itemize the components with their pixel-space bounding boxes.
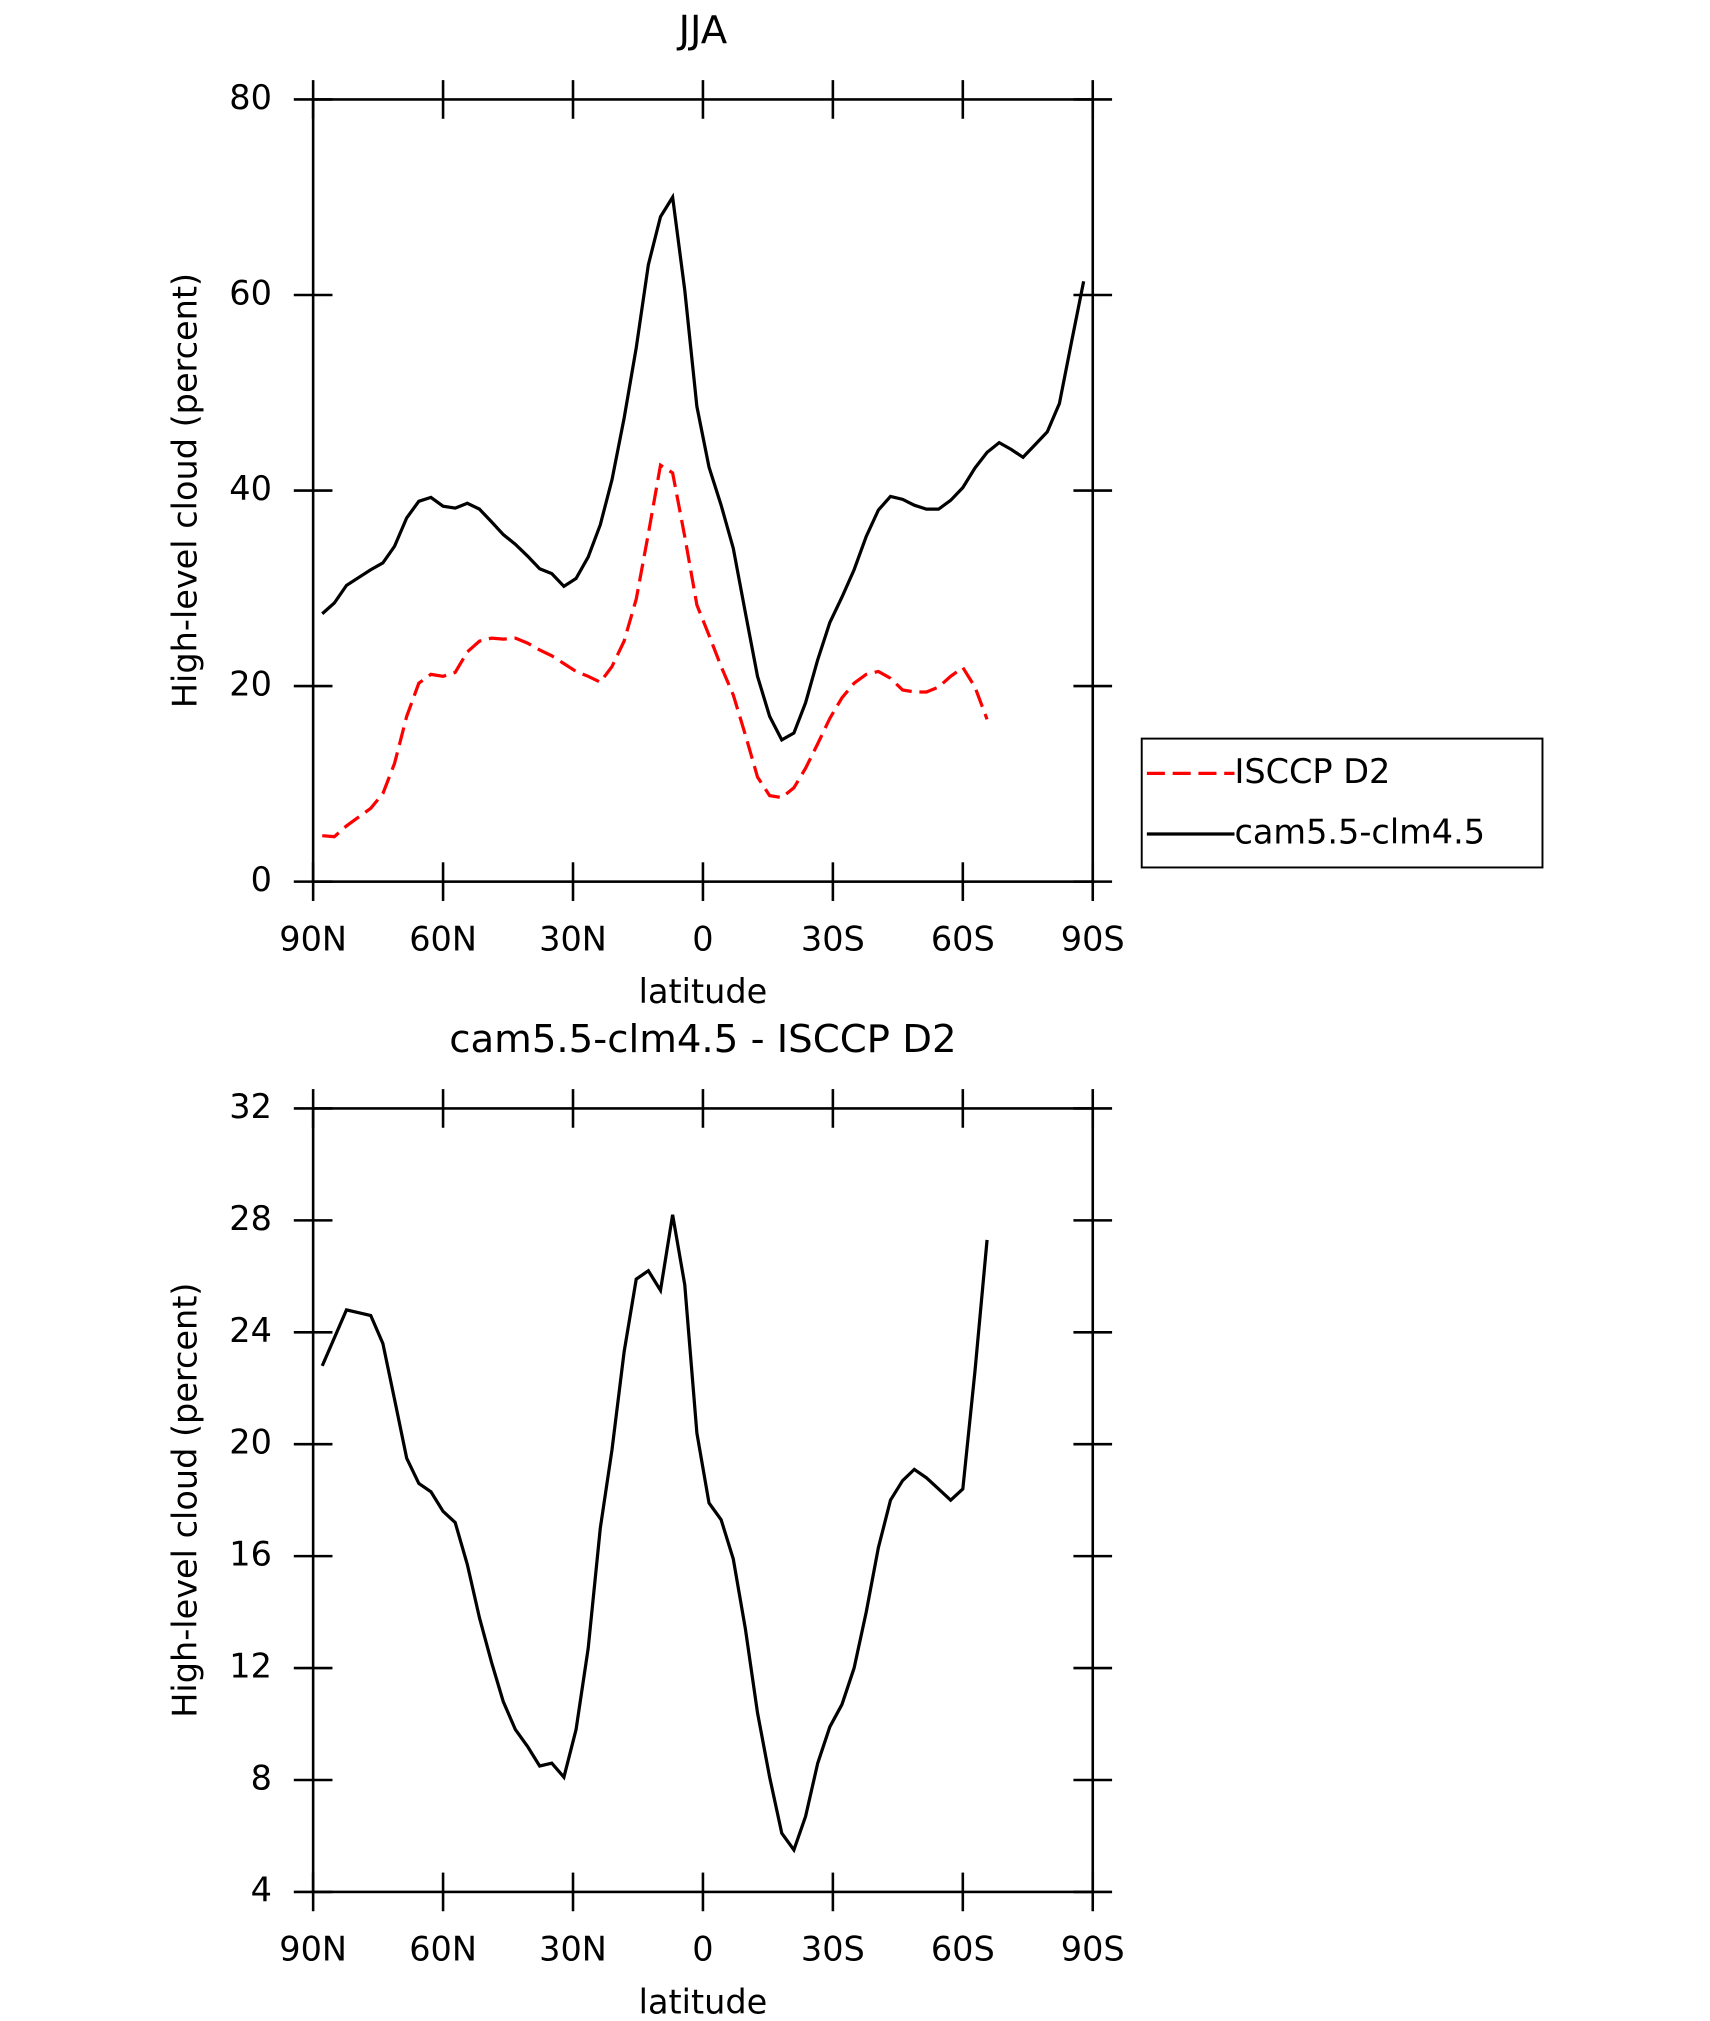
y-tick-label: 4 [251,1870,272,1909]
y-tick-label: 12 [229,1647,272,1686]
y-tick-label: 32 [229,1087,272,1126]
x-axis-label: latitude [639,1983,768,2021]
y-axis-label: High-level cloud (percent) [165,1283,204,1718]
x-tick-label: 0 [692,919,713,958]
plot-frame [311,1107,1095,1894]
y-tick-label: 20 [229,665,272,704]
y-tick-label: 16 [229,1535,272,1574]
y-tick-label: 40 [229,469,272,508]
data-line [321,192,1086,743]
x-tick-label: 0 [692,1930,713,1969]
legend-label: cam5.5-clm4.5 [1234,812,1485,851]
x-tick-label: 90S [1061,919,1125,958]
y-tick-label: 20 [229,1423,272,1462]
x-tick-label: 90N [279,1930,347,1969]
plot-frame [311,98,1095,883]
x-tick-label: 60S [931,1930,995,1969]
y-tick-label: 60 [229,273,272,312]
y-axis-label: High-level cloud (percent) [165,273,204,708]
legend-label: ISCCP D2 [1234,752,1390,791]
x-tick-label: 90S [1061,1930,1125,1969]
x-tick-label: 30N [539,1930,607,1969]
x-tick-label: 60N [409,919,477,958]
legend-box [1140,737,1544,869]
chart-title: JJA [677,8,728,53]
data-line [320,1214,989,1854]
y-tick-label: 80 [229,78,272,117]
x-tick-label: 30S [801,1930,865,1969]
y-tick-label: 28 [229,1199,272,1238]
x-tick-label: 90N [279,919,347,958]
x-tick-label: 60N [409,1930,477,1969]
y-tick-label: 24 [229,1311,272,1350]
y-tick-label: 0 [251,860,272,899]
x-axis-label: latitude [639,972,768,1011]
x-tick-label: 30S [801,919,865,958]
chart-title: cam5.5-clm4.5 - ISCCP D2 [449,1017,956,1062]
y-tick-label: 8 [251,1758,272,1797]
x-tick-label: 30N [539,919,607,958]
x-tick-label: 60S [931,919,995,958]
data-line [322,462,989,839]
